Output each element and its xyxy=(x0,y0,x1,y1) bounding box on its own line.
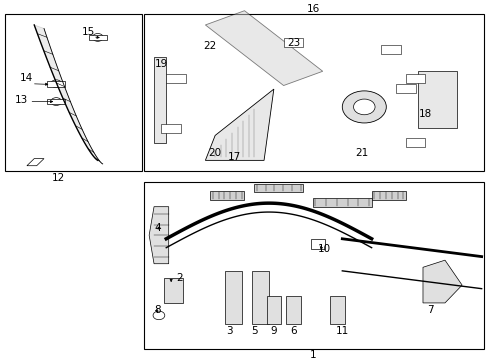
Text: 6: 6 xyxy=(289,327,296,337)
Circle shape xyxy=(51,80,61,88)
Text: 23: 23 xyxy=(286,38,300,48)
Text: 1: 1 xyxy=(309,350,316,360)
FancyBboxPatch shape xyxy=(161,124,181,132)
FancyBboxPatch shape xyxy=(251,271,268,324)
Polygon shape xyxy=(205,11,322,86)
FancyBboxPatch shape xyxy=(154,57,166,143)
FancyBboxPatch shape xyxy=(329,296,344,324)
FancyBboxPatch shape xyxy=(254,184,303,193)
FancyBboxPatch shape xyxy=(381,45,400,54)
Text: 11: 11 xyxy=(335,327,348,337)
Text: 16: 16 xyxy=(305,4,319,14)
FancyBboxPatch shape xyxy=(144,182,483,349)
Text: 2: 2 xyxy=(176,273,183,283)
Text: 12: 12 xyxy=(52,173,65,183)
FancyBboxPatch shape xyxy=(47,99,65,104)
Text: 9: 9 xyxy=(270,327,277,337)
Polygon shape xyxy=(205,89,273,160)
Polygon shape xyxy=(27,159,44,166)
FancyBboxPatch shape xyxy=(163,278,183,303)
Text: 19: 19 xyxy=(154,59,168,69)
Text: 15: 15 xyxy=(81,27,95,37)
Text: 13: 13 xyxy=(15,95,28,105)
FancyBboxPatch shape xyxy=(47,81,65,87)
Text: 4: 4 xyxy=(154,223,161,233)
FancyBboxPatch shape xyxy=(310,239,325,249)
Circle shape xyxy=(92,33,103,41)
FancyBboxPatch shape xyxy=(312,198,371,207)
Text: 7: 7 xyxy=(426,305,433,315)
FancyBboxPatch shape xyxy=(210,191,244,199)
FancyBboxPatch shape xyxy=(266,296,281,324)
Text: 18: 18 xyxy=(418,109,431,119)
FancyBboxPatch shape xyxy=(283,38,303,47)
FancyBboxPatch shape xyxy=(405,138,425,147)
FancyBboxPatch shape xyxy=(166,74,185,83)
Circle shape xyxy=(353,99,374,115)
Text: 8: 8 xyxy=(154,305,161,315)
FancyBboxPatch shape xyxy=(371,191,405,199)
Polygon shape xyxy=(149,207,168,264)
Polygon shape xyxy=(422,260,461,303)
FancyBboxPatch shape xyxy=(417,71,456,128)
Circle shape xyxy=(51,98,61,105)
Circle shape xyxy=(342,91,386,123)
Polygon shape xyxy=(34,25,102,164)
FancyBboxPatch shape xyxy=(405,74,425,83)
FancyBboxPatch shape xyxy=(395,85,415,93)
FancyBboxPatch shape xyxy=(285,296,300,324)
Text: 22: 22 xyxy=(203,41,217,51)
Text: 10: 10 xyxy=(317,244,330,255)
Text: 3: 3 xyxy=(226,327,233,337)
FancyBboxPatch shape xyxy=(89,35,106,40)
Text: 14: 14 xyxy=(20,73,33,84)
FancyBboxPatch shape xyxy=(5,14,142,171)
FancyBboxPatch shape xyxy=(144,14,483,171)
Text: 21: 21 xyxy=(354,148,368,158)
Circle shape xyxy=(153,311,164,320)
Text: 20: 20 xyxy=(208,148,221,158)
Text: 17: 17 xyxy=(227,152,241,162)
FancyBboxPatch shape xyxy=(224,271,242,324)
Text: 5: 5 xyxy=(250,327,257,337)
